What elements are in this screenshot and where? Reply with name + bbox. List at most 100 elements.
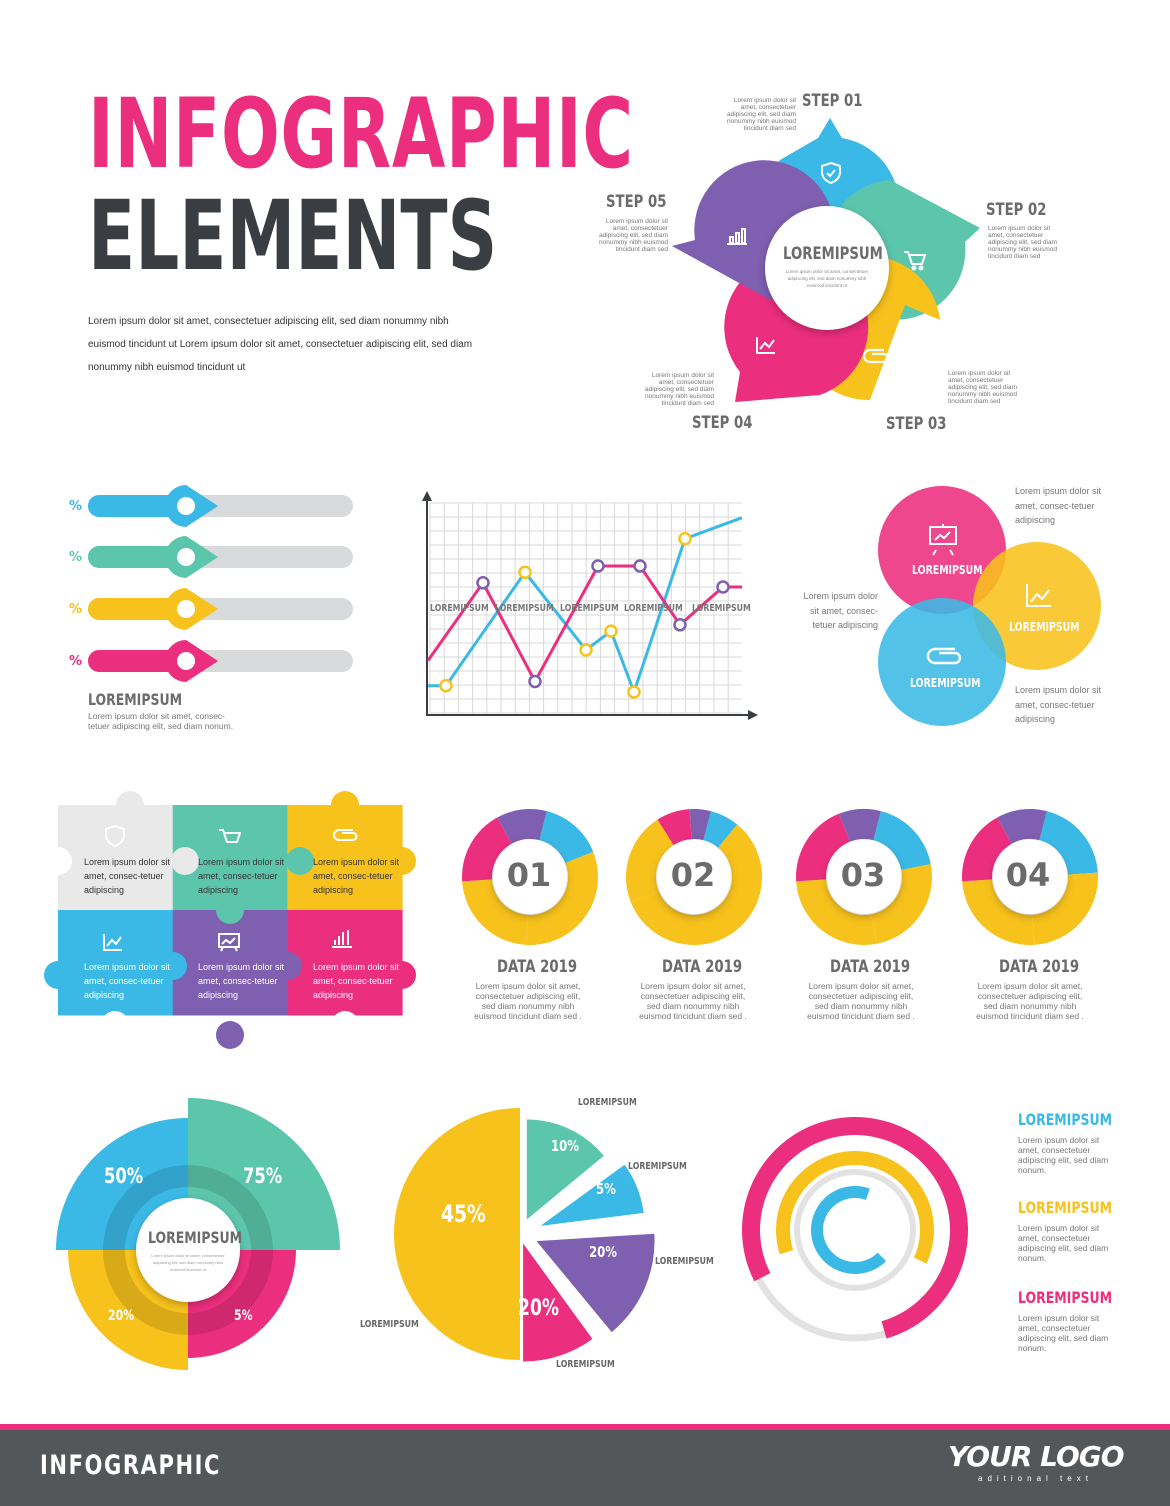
pie-value-5: 5% [596, 1180, 616, 1198]
x-axis-arrow [748, 710, 758, 720]
ring-track [794, 1169, 916, 1291]
donut-3-number: 03 [840, 856, 886, 894]
presentation-icon [929, 524, 957, 556]
line-chart-label: LOREMIPSUM [430, 603, 489, 614]
quarter-value-50: 50% [104, 1164, 144, 1188]
legend-text-yellow: Lorem ipsum dolor sit amet, consectetuer… [1018, 1223, 1109, 1263]
legend-title-yellow: LOREMIPSUM [1018, 1198, 1113, 1217]
donut-segment [796, 879, 877, 945]
footer-bar [0, 1424, 1170, 1506]
pie-label: LOREMIPSUM [360, 1319, 419, 1330]
venn-text-left: Lorem ipsum dolor sit amet, consec-tetue… [803, 591, 878, 630]
donut-segment [462, 879, 528, 945]
bar-chart-icon [727, 228, 747, 245]
paperclip-icon [333, 829, 358, 841]
slider-text: Lorem ipsum dolor sit amet, consec-tetue… [88, 711, 234, 731]
step-center-title: LOREMIPSUM [783, 244, 883, 264]
donut-center [993, 840, 1067, 914]
legend-text-pink: Lorem ipsum dolor sit amet, consectetuer… [1018, 1313, 1109, 1353]
puzzle-tab [216, 896, 244, 924]
donut-center [657, 840, 731, 914]
step-03-text: Lorem ipsum dolor sit amet, consectetuer… [948, 370, 1018, 405]
ring-arc [811, 1186, 887, 1274]
puzzle-tab [216, 1021, 244, 1049]
step-04-text: Lorem ipsum dolor sit amet, consectetuer… [644, 372, 714, 407]
pie-slice [540, 1164, 644, 1226]
slider-knob-center [177, 548, 196, 566]
shield-icon [821, 161, 841, 185]
exploded-pie [394, 1108, 655, 1362]
slider-fill [88, 546, 187, 568]
slider-fill [88, 650, 187, 672]
radial-rings [742, 1117, 968, 1342]
puzzle-text-2: Lorem ipsum dolor sit amet, consec-tetue… [198, 857, 285, 895]
donut-center [493, 840, 567, 914]
puzzle-tab [286, 847, 314, 875]
puzzle-piece [172, 910, 288, 1016]
step-01-label: STEP 01 [802, 91, 863, 111]
slider-1-label: % [69, 499, 83, 514]
puzzle-tab [331, 1011, 359, 1039]
puzzle-piece [58, 910, 174, 1016]
donut-segment [703, 811, 738, 848]
line-chart-label: LOREMIPSUM [560, 603, 619, 614]
footer-logo-subtext: aditional text [978, 1474, 1093, 1483]
puzzle-text-1: Lorem ipsum dolor sit amet, consec-tetue… [84, 857, 171, 895]
puzzle-tab [116, 791, 144, 819]
chart-axes [426, 498, 752, 716]
y-axis-arrow [422, 491, 432, 501]
puzzle-tab [171, 847, 199, 875]
line-chart-label: LOREMIPSUM [692, 603, 751, 614]
donut-row [462, 808, 1098, 945]
legend-title-pink: LOREMIPSUM [1018, 1288, 1113, 1307]
intro-text: Lorem ipsum dolor sit amet, consectetuer… [88, 316, 473, 373]
line-chart-icon [756, 337, 775, 354]
puzzle-text-3: Lorem ipsum dolor sit amet, consec-tetue… [313, 857, 400, 895]
cart-icon [904, 251, 927, 271]
pie-value-10: 10% [551, 1137, 580, 1155]
donut-segment [689, 809, 711, 841]
line-series-pink [426, 564, 742, 685]
pink-series-point [476, 576, 490, 590]
line-chart-label: LOREMIPSUM [495, 603, 554, 614]
donut-segment [873, 811, 931, 870]
venn-text-bottom: Lorem ipsum dolor sit amet, consec-tetue… [1015, 685, 1102, 724]
puzzle-tab [159, 952, 187, 980]
donut-segment [838, 809, 881, 842]
donut-2-text: Lorem ipsum dolor sit amet, consectetuer… [639, 981, 747, 1021]
donut-4-number: 04 [1005, 856, 1051, 894]
pink-series-point [528, 674, 542, 689]
donut-segment [1039, 811, 1098, 875]
blue-series-point [518, 565, 532, 580]
bar-chart-icon [332, 930, 352, 948]
donut-segment [796, 813, 850, 882]
venn-label-blue: LOREMIPSUM [910, 676, 981, 690]
donut-segment [1032, 872, 1098, 945]
slider-group [88, 485, 353, 682]
puzzle-piece [287, 910, 403, 1016]
shield-icon [105, 824, 125, 848]
pie-label: LOREMIPSUM [655, 1256, 714, 1267]
slider-knob-center [177, 600, 196, 618]
line-chart-icon [1026, 584, 1051, 607]
puzzle-grid [44, 791, 416, 1049]
donut-1-title: DATA 2019 [497, 957, 578, 977]
step-center-disc [765, 206, 889, 330]
step-center-text: Lorem ipsum dolor sit amet, consectetuer… [785, 269, 869, 288]
quarter-center-disc [136, 1198, 240, 1302]
donut-segment [997, 808, 1047, 844]
donut-segment [462, 817, 512, 882]
step-flower [672, 118, 980, 402]
footer-logo: YOUR LOGO [948, 1440, 1125, 1473]
slider-2-label: % [69, 550, 83, 565]
quarter-value-20: 20% [108, 1308, 135, 1324]
pie-slice [523, 1243, 593, 1362]
blue-series-point [678, 531, 692, 546]
pie-label: LOREMIPSUM [628, 1161, 687, 1172]
step-03-label: STEP 03 [886, 414, 947, 434]
ring-arc [776, 1151, 935, 1264]
slider-knob-center [177, 652, 196, 670]
puzzle-tab [44, 847, 72, 875]
step-04-label: STEP 04 [692, 413, 753, 433]
puzzle-tab [44, 961, 72, 989]
